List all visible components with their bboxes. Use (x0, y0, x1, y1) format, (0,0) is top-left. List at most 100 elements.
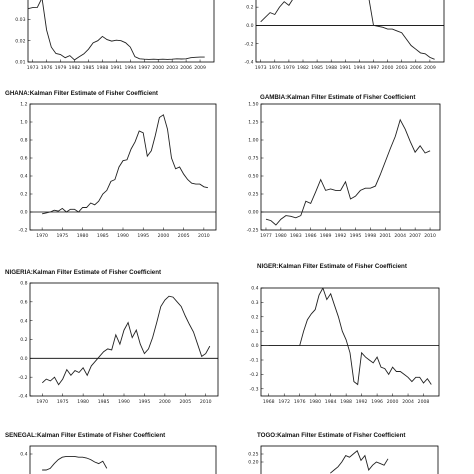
y-tick-label: -0.3 (250, 386, 259, 392)
x-tick-label: 1973 (27, 65, 39, 71)
x-tick-label: 1968 (263, 399, 275, 405)
x-tick-label: 1970 (36, 399, 48, 405)
x-tick-label: 1980 (77, 233, 89, 239)
x-tick-label: 1982 (69, 65, 81, 71)
x-tick-label: 1986 (305, 233, 317, 239)
x-tick-label: 1976 (294, 399, 306, 405)
y-tick-label: 0.2 (251, 314, 258, 320)
chart-panel-5: NIGER:Kalman Filter Estimate of Fisher C… (250, 263, 440, 405)
x-tick-label: 1977 (260, 233, 272, 239)
y-tick-label: 0.20 (248, 460, 258, 466)
x-tick-label: 1985 (98, 399, 110, 405)
x-tick-label: 1976 (269, 65, 281, 71)
x-tick-label: 1988 (97, 65, 109, 71)
panel-frame (29, 282, 219, 397)
series-line (260, 0, 435, 60)
x-tick-label: 1991 (339, 65, 351, 71)
x-tick-label: 2008 (418, 399, 430, 405)
y-tick-label: 1.25 (248, 120, 258, 126)
y-tick-label: 0.00 (248, 210, 258, 216)
panel-title: TOGO:Kalman Filter Estimate of Fisher Co… (257, 432, 405, 439)
series-line (265, 118, 431, 226)
x-tick-label: 1979 (55, 65, 67, 71)
x-tick-label: 1984 (325, 399, 337, 405)
y-tick-label: 0.8 (20, 138, 27, 144)
x-tick-label: 1994 (124, 65, 136, 71)
chart-panel-0: 0.01 0.02 0.03 1973 1976 1979 1982 1985 1988 1991… (15, 0, 215, 71)
x-tick-label: 2004 (402, 399, 414, 405)
panel-title: GHANA:Kalman Filter Estimate of Fisher C… (5, 90, 158, 97)
y-tick-label: 0.2 (246, 5, 253, 11)
x-tick-label: 2000 (387, 399, 399, 405)
x-tick-label: 1985 (83, 65, 95, 71)
y-tick-label: 0.3 (251, 300, 258, 306)
y-tick-label: 1.50 (248, 102, 258, 108)
x-tick-label: 2000 (382, 65, 394, 71)
y-tick-label: 0.03 (15, 17, 25, 23)
chart-panel-7: TOGO:Kalman Filter Estimate of Fisher Co… (248, 432, 439, 474)
panel-title: NIGER:Kalman Filter Estimate of Fisher C… (257, 263, 407, 270)
y-tick-label: -0.4 (19, 394, 28, 400)
y-tick-label: -0.4 (245, 60, 254, 66)
x-tick-label: 1972 (278, 399, 290, 405)
panel-frame (255, 0, 445, 63)
x-tick-label: 1979 (283, 65, 295, 71)
panel-frame (260, 103, 441, 231)
x-tick-label: 1990 (117, 233, 129, 239)
y-tick-label: -0.2 (250, 372, 259, 378)
y-tick-label: 0.01 (15, 60, 25, 66)
x-tick-label: 1994 (354, 65, 366, 71)
panel-title: NIGERIA:Kalman Filter Estimate of Fisher… (5, 269, 161, 276)
x-tick-label: 1985 (97, 233, 109, 239)
x-tick-label: 2000 (152, 65, 164, 71)
x-tick-label: 1991 (110, 65, 122, 71)
panel-frame (260, 445, 439, 474)
y-tick-label: 1.2 (20, 102, 27, 108)
x-tick-label: 1988 (340, 399, 352, 405)
x-tick-label: 1995 (139, 399, 151, 405)
y-tick-label: 0.2 (20, 192, 27, 198)
x-tick-label: 1985 (311, 65, 323, 71)
series-line (268, 288, 432, 386)
y-tick-label: -0.2 (245, 41, 254, 47)
x-tick-label: 2010 (198, 233, 210, 239)
series-line (42, 455, 108, 471)
x-tick-label: 1973 (255, 65, 267, 71)
x-tick-label: 2009 (424, 65, 436, 71)
y-tick-label: 0.75 (248, 156, 258, 162)
x-tick-label: 1983 (290, 233, 302, 239)
y-tick-label: 0.0 (20, 356, 27, 362)
y-tick-label: 0.1 (251, 329, 258, 335)
y-tick-label: 0.2 (20, 337, 27, 343)
y-tick-label: 0.0 (246, 23, 253, 29)
chart-panel-2: GHANA:Kalman Filter Estimate of Fisher C… (5, 90, 217, 239)
y-tick-label: 1.00 (248, 138, 258, 144)
panel-title: SENEGAL:Kalman Filter Estimate of Fisher… (5, 432, 165, 439)
x-tick-label: 1980 (77, 399, 89, 405)
x-tick-label: 2003 (166, 65, 178, 71)
x-tick-label: 1996 (371, 399, 383, 405)
x-tick-label: 2010 (200, 399, 212, 405)
y-tick-label: -0.1 (250, 358, 259, 364)
chart-panel-3: GAMBIA:Kalman Filter Estimate of Fisher … (247, 94, 441, 239)
y-tick-label: 0.4 (20, 174, 27, 180)
x-tick-label: 1990 (118, 399, 130, 405)
x-tick-label: 1970 (36, 233, 48, 239)
panel-frame (260, 287, 440, 397)
x-tick-label: 1988 (325, 65, 337, 71)
y-tick-label: 0.6 (20, 156, 27, 162)
x-tick-label: 1997 (138, 65, 150, 71)
y-tick-label: 0.0 (20, 210, 27, 216)
series-line (42, 114, 208, 215)
y-tick-label: 0.50 (248, 174, 258, 180)
y-tick-label: 0.4 (20, 318, 27, 324)
x-tick-label: 2009 (194, 65, 206, 71)
x-tick-label: 2007 (409, 233, 421, 239)
y-tick-label: 1.0 (20, 120, 27, 126)
x-tick-label: 1992 (356, 399, 368, 405)
panel-title: GAMBIA:Kalman Filter Estimate of Fisher … (260, 94, 415, 101)
series-line (330, 450, 389, 474)
x-tick-label: 2000 (158, 233, 170, 239)
x-tick-label: 1982 (297, 65, 309, 71)
